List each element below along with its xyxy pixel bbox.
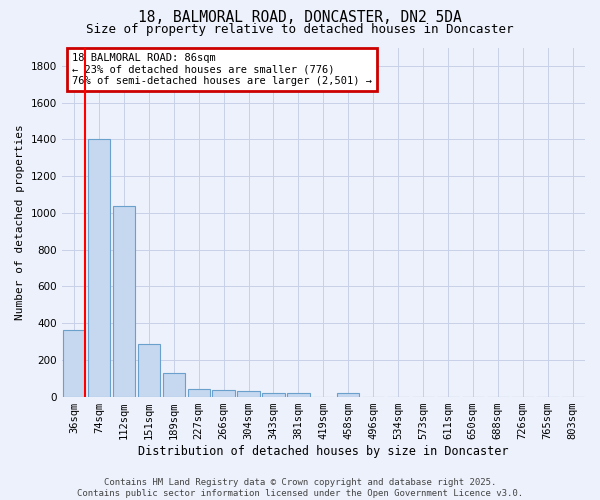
Bar	[212, 390, 235, 396]
Text: 18, BALMORAL ROAD, DONCASTER, DN2 5DA: 18, BALMORAL ROAD, DONCASTER, DN2 5DA	[138, 10, 462, 25]
Text: Contains HM Land Registry data © Crown copyright and database right 2025.
Contai: Contains HM Land Registry data © Crown c…	[77, 478, 523, 498]
Bar	[262, 392, 285, 396]
Bar	[188, 389, 210, 396]
Bar	[287, 394, 310, 396]
Bar	[137, 344, 160, 396]
Bar	[113, 206, 135, 396]
Y-axis label: Number of detached properties: Number of detached properties	[15, 124, 25, 320]
Bar	[163, 372, 185, 396]
Bar	[238, 391, 260, 396]
X-axis label: Distribution of detached houses by size in Doncaster: Distribution of detached houses by size …	[138, 444, 509, 458]
Bar	[88, 140, 110, 396]
Text: 18 BALMORAL ROAD: 86sqm
← 23% of detached houses are smaller (776)
76% of semi-d: 18 BALMORAL ROAD: 86sqm ← 23% of detache…	[72, 52, 372, 86]
Text: Size of property relative to detached houses in Doncaster: Size of property relative to detached ho…	[86, 22, 514, 36]
Bar	[63, 330, 85, 396]
Bar	[337, 394, 359, 396]
